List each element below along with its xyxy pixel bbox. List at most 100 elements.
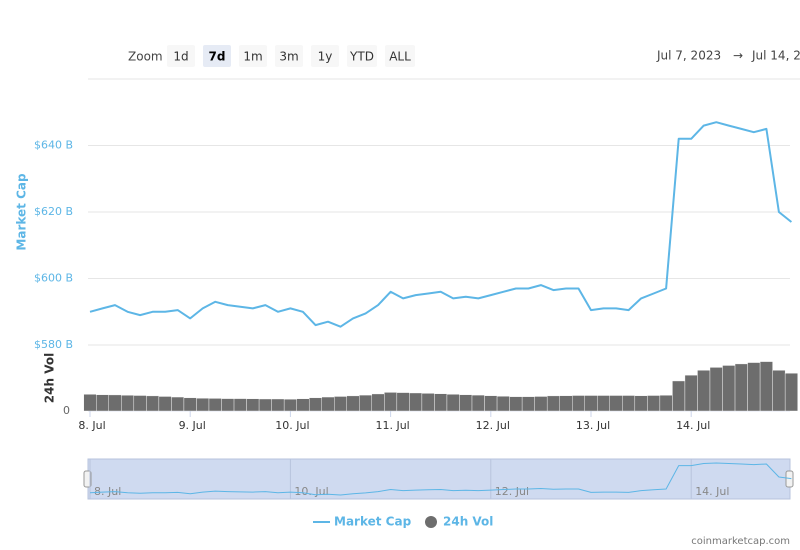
volume-bar	[684, 374, 698, 412]
navigator-label: 14. Jul	[695, 485, 729, 498]
navigator-line	[89, 462, 792, 496]
volume-bar	[609, 395, 623, 412]
zoom-button[interactable]: ALL	[385, 45, 415, 67]
zoom-button-label: 3m	[279, 50, 298, 64]
volume-bar	[196, 398, 210, 412]
volume-bar	[634, 395, 648, 412]
volume-bar	[584, 395, 598, 412]
volume-bar	[183, 397, 197, 412]
volume-bar	[133, 395, 147, 412]
legend-swatch	[425, 516, 437, 528]
y-tick-label: $640 B	[34, 139, 73, 152]
volume-bar	[459, 394, 473, 412]
navigator-handle[interactable]	[785, 470, 794, 488]
vol-tick-label: 0	[63, 404, 70, 417]
volume-bar	[434, 393, 448, 412]
zoom-button[interactable]: 1m	[239, 45, 267, 67]
volume-bar	[321, 396, 335, 412]
zoom-button-bg	[385, 45, 415, 67]
zoom-button-label: 1d	[173, 50, 188, 64]
volume-bar	[384, 392, 398, 412]
volume-bar	[396, 392, 410, 412]
volume-bar	[371, 393, 385, 412]
zoom-label: Zoom	[128, 50, 163, 64]
y-axis-title: Market Cap	[15, 173, 29, 251]
y-tick-label: $600 B	[34, 272, 73, 285]
volume-bar	[471, 394, 485, 412]
legend-label[interactable]: Market Cap	[334, 515, 412, 529]
volume-bar	[83, 394, 97, 412]
zoom-button-bg	[311, 45, 339, 67]
legend-label[interactable]: 24h Vol	[443, 515, 493, 529]
volume-bar	[334, 396, 347, 412]
volume-bar	[283, 398, 297, 412]
volume-bar	[622, 395, 636, 412]
x-tick-label: 9. Jul	[179, 419, 206, 432]
volume-bar	[509, 396, 523, 412]
volume-bar	[171, 396, 185, 412]
volume-bar	[359, 394, 373, 412]
zoom-button[interactable]: 1y	[311, 45, 339, 67]
volume-bar	[709, 367, 723, 412]
volume-bar	[647, 395, 661, 412]
volume-bar	[484, 395, 498, 412]
zoom-button[interactable]: 3m	[275, 45, 303, 67]
zoom-button-label: ALL	[389, 50, 411, 64]
volume-bar	[146, 395, 160, 412]
zoom-button[interactable]: 7d	[203, 45, 231, 67]
volume-bar	[772, 370, 786, 412]
navigator-handle[interactable]	[83, 470, 92, 488]
volume-bar	[784, 373, 798, 412]
volume-bar	[121, 395, 135, 412]
zoom-button-label: 1y	[318, 50, 333, 64]
volume-bar	[559, 395, 573, 412]
x-tick-label: 12. Jul	[476, 419, 510, 432]
volume-bar	[346, 395, 360, 412]
y-tick-label: $580 B	[34, 338, 73, 351]
volume-bar	[233, 398, 247, 412]
volume-bar	[208, 398, 222, 412]
volume-bar	[96, 394, 109, 412]
volume-bar	[308, 397, 322, 412]
volume-bar	[672, 380, 686, 412]
zoom-button-bg	[167, 45, 195, 67]
x-tick-label: 14. Jul	[676, 419, 710, 432]
volume-bar	[759, 361, 773, 412]
navigator-label: 12. Jul	[495, 485, 529, 498]
volume-bar	[546, 395, 560, 412]
vol-axis-title: 24h Vol	[43, 353, 57, 403]
range-from[interactable]: Jul 7, 2023	[656, 49, 721, 63]
zoom-button[interactable]: YTD	[347, 45, 377, 67]
volume-bar	[722, 365, 736, 412]
volume-bar	[597, 395, 610, 412]
volume-bar	[534, 396, 548, 412]
volume-bar	[697, 370, 711, 412]
zoom-button[interactable]: 1d	[167, 45, 195, 67]
y-tick-label: $620 B	[34, 205, 73, 218]
x-tick-label: 13. Jul	[576, 419, 610, 432]
zoom-button-label: YTD	[349, 50, 374, 64]
zoom-button-bg	[239, 45, 267, 67]
volume-bar	[246, 398, 260, 412]
volume-bar	[521, 396, 535, 412]
zoom-buttons: 1d 7d 1m 3m 1y YTD ALL	[167, 45, 415, 67]
range-arrow: →	[733, 49, 743, 63]
range-to[interactable]: Jul 14, 2023	[751, 49, 800, 63]
zoom-button-bg	[203, 45, 231, 67]
volume-bar	[258, 398, 272, 412]
volume-bar	[158, 396, 172, 412]
volume-bar	[496, 396, 510, 412]
volume-bar	[734, 363, 748, 412]
volume-bar	[296, 398, 310, 412]
volume-bar	[409, 392, 423, 412]
volume-bar	[572, 395, 585, 412]
zoom-button-label: 7d	[209, 50, 226, 64]
navigator-label: 10. Jul	[294, 485, 328, 498]
volume-bar	[108, 394, 122, 412]
market-cap-line	[89, 121, 793, 328]
x-tick-label: 11. Jul	[375, 419, 409, 432]
volume-bar	[446, 394, 460, 412]
volume-bar	[271, 398, 285, 412]
volume-bar	[747, 362, 761, 412]
